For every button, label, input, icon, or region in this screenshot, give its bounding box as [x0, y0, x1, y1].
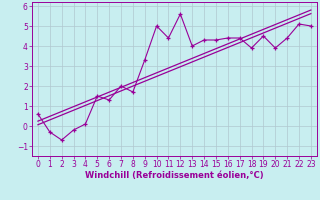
X-axis label: Windchill (Refroidissement éolien,°C): Windchill (Refroidissement éolien,°C)	[85, 171, 264, 180]
